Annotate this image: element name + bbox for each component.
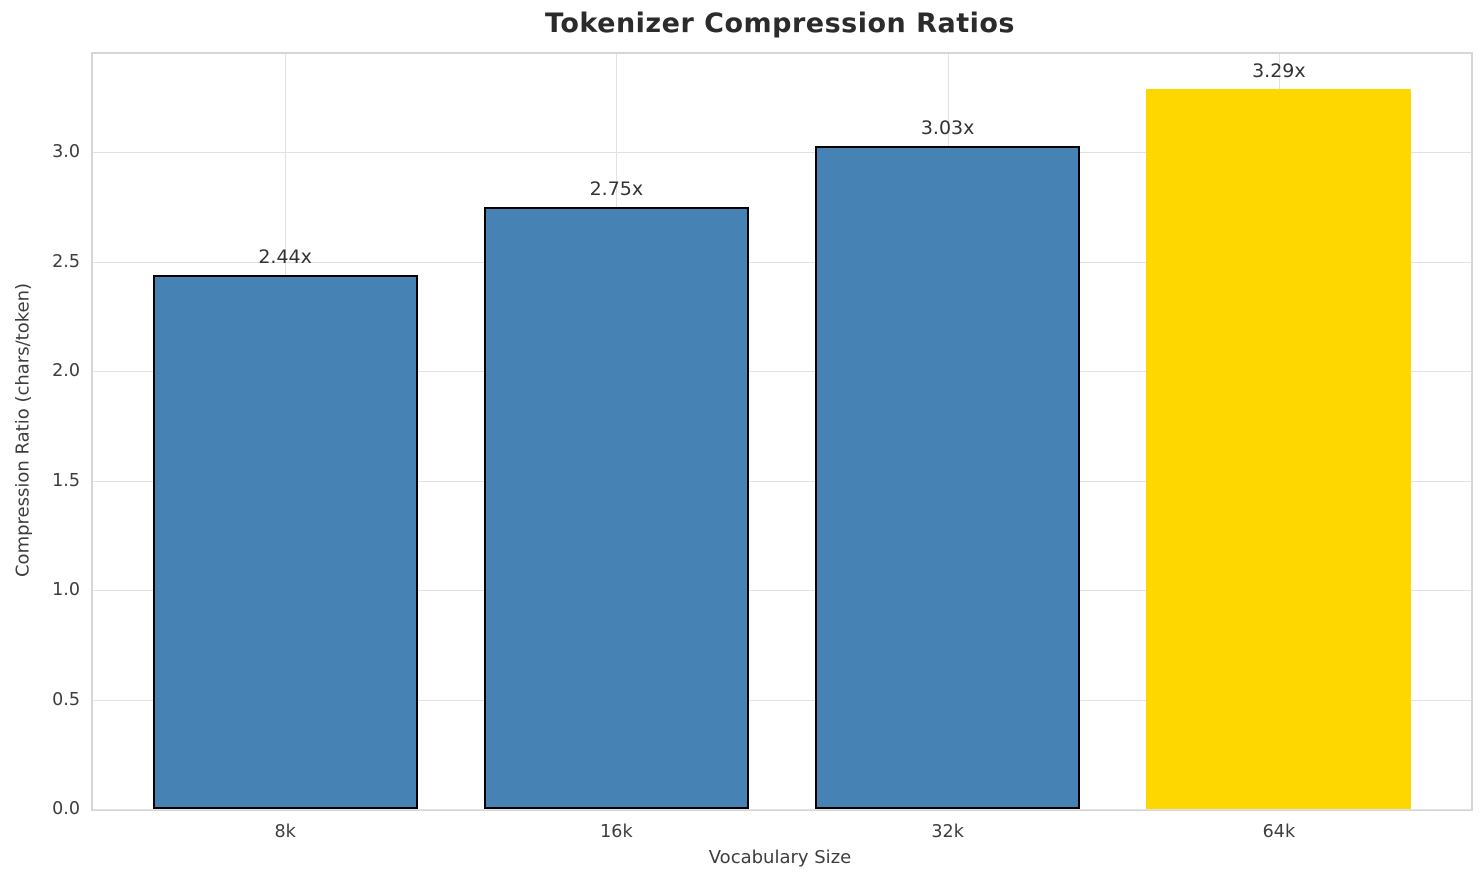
bar-value-label: 2.75x: [589, 178, 644, 201]
y-tick-label: 1.0: [52, 580, 80, 601]
y-gridline: [93, 480, 1471, 482]
x-tick-label: 16k: [600, 822, 633, 842]
y-tick-label: 0.5: [52, 689, 80, 710]
x-tick-label: 32k: [931, 822, 964, 842]
bar-16k: [483, 207, 749, 809]
y-gridline: [93, 699, 1471, 701]
y-axis-label: Compression Ratio (chars/token): [12, 282, 34, 578]
bar-value-label: 2.44x: [258, 246, 312, 269]
x-axis-label: Vocabulary Size: [708, 847, 852, 868]
y-tick-label: 2.0: [52, 361, 80, 382]
chart-title: Tokenizer Compression Ratios: [545, 8, 1015, 39]
y-tick-label: 3.0: [52, 142, 80, 163]
y-gridline: [93, 590, 1471, 592]
x-tick-label: 64k: [1262, 822, 1296, 842]
bar-value-label: 3.29x: [1252, 60, 1306, 82]
y-tick-label: 2.5: [52, 251, 80, 272]
bar-64k: [1146, 89, 1412, 809]
y-gridline: [93, 809, 1471, 810]
bar-8k: [152, 275, 418, 809]
y-gridline: [93, 371, 1471, 373]
y-gridline: [93, 261, 1471, 263]
bar-32k: [815, 145, 1081, 809]
y-tick-label: 0.0: [52, 799, 80, 819]
y-gridline: [93, 152, 1471, 154]
y-tick-label: 1.5: [52, 470, 80, 491]
bar-value-label: 3.03x: [920, 116, 975, 139]
plot-area: 0.0 0.5 1.0 1.5 2.0 2.5 3.0 2.44x 8k 2.75x 16k 3.03…: [52, 52, 1473, 842]
x-tick-label: 8k: [274, 822, 296, 842]
